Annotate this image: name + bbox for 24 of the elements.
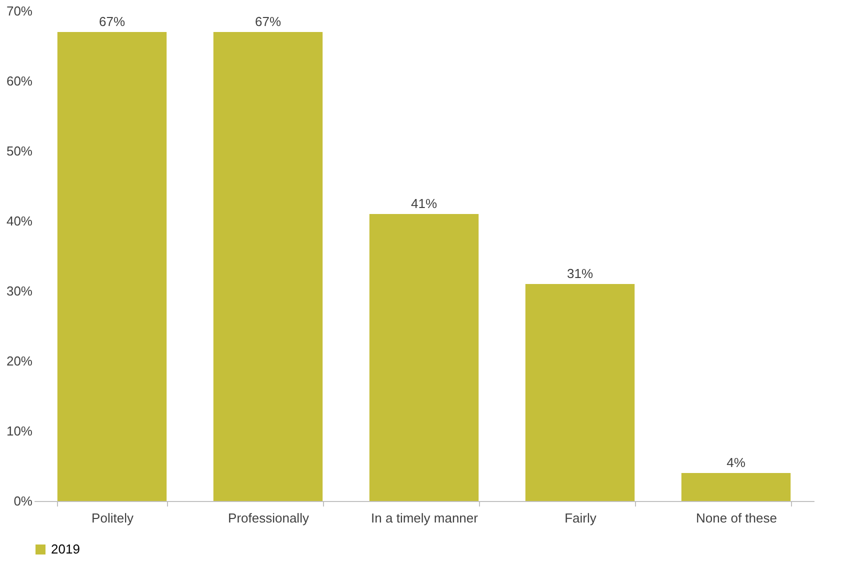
text: 67% [254,14,282,29]
x-tick-label: Professionally [228,510,310,526]
text: 4% [726,455,746,470]
y-tick-label: 50% [6,144,33,158]
bar [525,284,635,501]
text: 67% [98,14,126,29]
text: 41% [410,196,438,211]
y-tick-label: 0% [14,494,33,508]
y-tick-label: 40% [6,214,33,228]
legend-label: 2019 [51,542,80,556]
x-tick-label: None of these [696,510,777,526]
text: 31% [566,266,594,281]
x-tick-label: Politely [92,510,134,526]
bar [369,214,479,501]
x-tick-label: Fairly [564,510,597,526]
y-tick-label: 30% [6,284,33,298]
bar [681,473,791,501]
y-tick-label: 20% [6,354,33,368]
y-tick-label: 10% [6,424,33,438]
bar [213,32,323,501]
bar [57,32,167,501]
y-tick-label: 60% [6,74,33,88]
x-tick-label: In a timely manner [371,510,479,526]
y-tick-label: 70% [6,4,33,18]
